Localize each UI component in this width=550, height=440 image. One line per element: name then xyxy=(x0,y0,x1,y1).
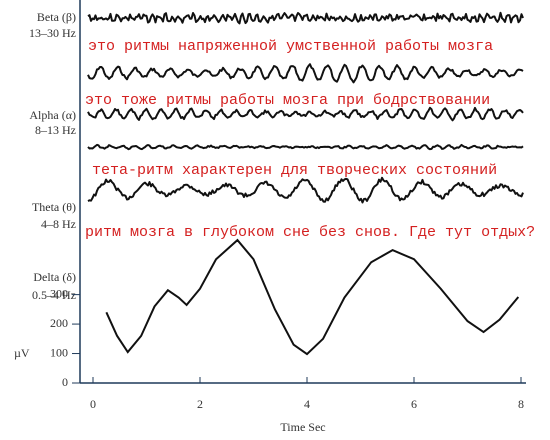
band-name: Theta (θ) xyxy=(32,200,76,214)
trace xyxy=(87,63,524,84)
trace xyxy=(87,11,524,25)
band-name: Beta (β) xyxy=(37,10,76,24)
x-tick-label: 6 xyxy=(411,397,417,411)
decorative-traces xyxy=(87,11,524,204)
y-tick-label: 0 xyxy=(62,375,68,389)
x-axis-label: Time Sec xyxy=(280,420,325,434)
trace xyxy=(87,143,524,151)
band-range: 8–13 Hz xyxy=(35,123,76,137)
x-tick-label: 0 xyxy=(90,397,96,411)
x-tick-label: 2 xyxy=(197,397,203,411)
annotation: это тоже ритмы работы мозга при бодрство… xyxy=(85,92,490,109)
trace xyxy=(87,106,524,122)
annotation: тета-ритм характерен для творческих сост… xyxy=(92,162,497,179)
band-range: 0.5–4 Hz xyxy=(32,288,76,302)
y-tick-label: 100 xyxy=(50,345,68,359)
y-tick-label: 300 xyxy=(50,286,68,300)
y-axis-label: µV xyxy=(14,346,30,360)
x-tick-label: 8 xyxy=(518,397,524,411)
annotation: ритм мозга в глубоком сне без снов. Где … xyxy=(85,224,535,241)
y-tick-label: 200 xyxy=(50,316,68,330)
band-name: Alpha (α) xyxy=(29,108,76,122)
annotation: это ритмы напряженной умственной работы … xyxy=(88,38,493,55)
band-range: 4–8 Hz xyxy=(41,217,76,231)
x-tick-label: 4 xyxy=(304,397,310,411)
trace xyxy=(87,176,524,204)
line-series xyxy=(105,238,520,356)
band-labels: Beta (β) 13–30 Hz Alpha (α) 8–13 Hz Thet… xyxy=(29,10,76,302)
band-name: Delta (δ) xyxy=(33,270,76,284)
band-range: 13–30 Hz xyxy=(29,26,76,40)
